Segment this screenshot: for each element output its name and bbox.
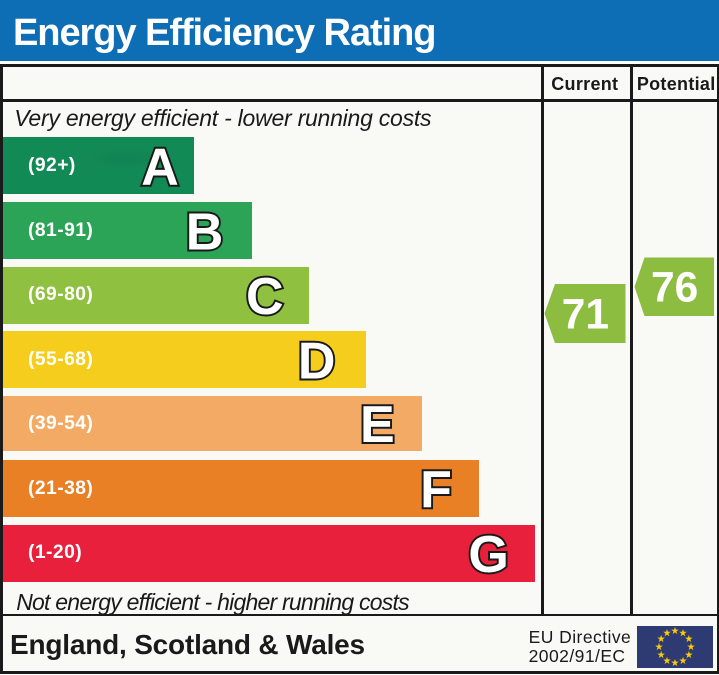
svg-text:A: A [141,138,179,196]
svg-text:76: 76 [651,264,698,311]
svg-text:E: E [360,396,395,454]
svg-text:G: G [468,526,508,584]
svg-text:71: 71 [562,291,609,338]
svg-text:C: C [246,268,284,326]
svg-text:D: D [298,332,336,390]
svg-text:B: B [186,203,224,261]
svg-text:F: F [420,461,452,519]
